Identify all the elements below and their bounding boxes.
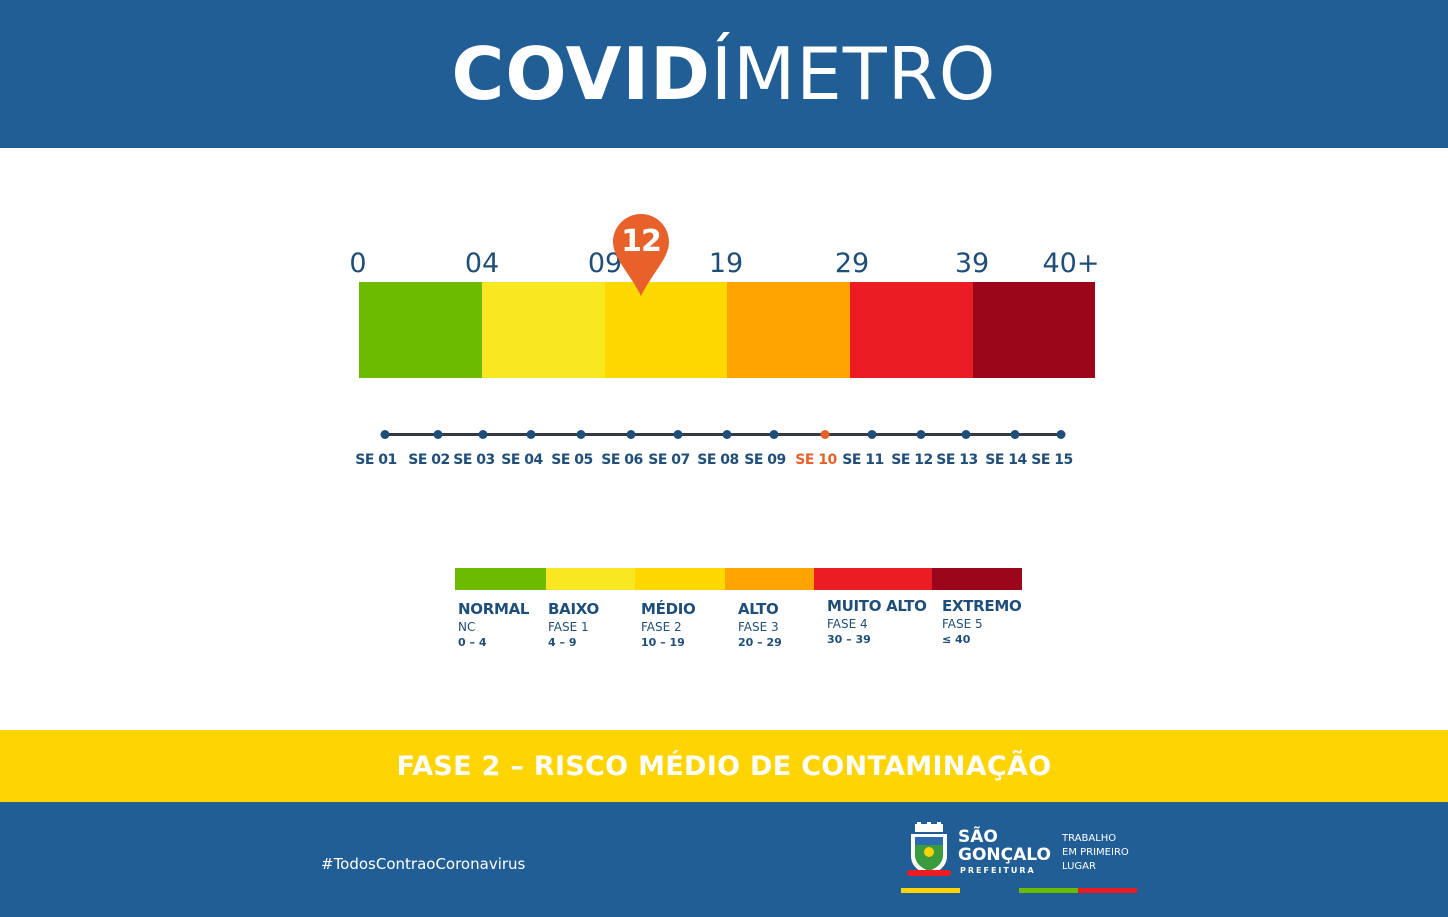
legend-item-phase: FASE 5 [942,617,983,631]
timeline-dot [673,430,683,439]
timeline-dot [626,430,636,439]
gauge-segment [482,282,605,378]
legend-swatch [814,568,932,590]
legend-item-name: EXTREMO [942,597,1022,615]
timeline-dot [478,430,488,439]
legend-swatch [725,568,814,590]
footer: #TodosContraoCoronavirus SÃO GONÇALO PRE… [0,802,1448,917]
legend-item: MÉDIO FASE 2 10 – 19 [641,600,696,649]
timeline-week-label: SE 11 [842,452,884,468]
legend-item: MUITO ALTO FASE 4 30 – 39 [827,597,927,646]
legend-item-phase: NC [458,620,476,634]
timeline-dot [526,430,536,439]
gauge-scale-label: 29 [834,248,870,279]
timeline-week-label: SE 02 [408,452,450,468]
timeline-week-label: SE 04 [501,452,543,468]
gauge-scale-label: 19 [708,248,744,279]
slogan: TRABALHO EM PRIMEIRO LUGAR [1062,832,1152,874]
legend-item: ALTO FASE 3 20 – 29 [738,600,782,649]
gauge-scale-label: 39 [954,248,990,279]
map-pin-icon [613,214,669,296]
title-bold-part: COVID [451,32,711,116]
timeline-dot [916,430,926,439]
legend-item-range: 10 – 19 [641,636,685,649]
current-value-marker: 12 [621,224,662,259]
hashtag-text: #TodosContraoCoronavirus [321,855,526,873]
legend-item: EXTREMO FASE 5 ≤ 40 [942,597,1022,646]
risk-gauge-bar [359,282,1095,378]
legend-item-range: 20 – 29 [738,636,782,649]
timeline-dot [769,430,779,439]
brand-stripe [960,888,1019,893]
gauge-segment [359,282,482,378]
legend-item-phase: FASE 3 [738,620,779,634]
timeline-dot [867,430,877,439]
legend-swatch [932,568,1022,590]
legend-swatch [455,568,546,590]
timeline-dot [1010,430,1020,439]
timeline-dot [433,430,443,439]
city-name: SÃO GONÇALO [958,828,1051,864]
gauge-scale-label: 0 [349,248,367,279]
legend-item-phase: FASE 2 [641,620,682,634]
timeline-dot [576,430,586,439]
timeline-dot [380,430,390,439]
legend-item-name: MÉDIO [641,600,696,618]
legend-item-name: NORMAL [458,600,530,618]
legend-swatch [546,568,635,590]
timeline-dot [961,430,971,439]
gauge-scale-label: 40+ [1042,248,1100,279]
gauge-segment [973,282,1095,378]
city-subtitle: PREFEITURA [960,866,1036,875]
legend-color-bar [455,568,1022,590]
page-title: COVIDÍMETRO [452,38,997,110]
timeline-week-label: SE 10 [795,452,837,468]
status-text: FASE 2 – RISCO MÉDIO DE CONTAMINAÇÃO [396,750,1052,782]
status-banner: FASE 2 – RISCO MÉDIO DE CONTAMINAÇÃO [0,730,1448,802]
title-light-part: ÍMETRO [710,32,997,116]
timeline-week-label: SE 09 [744,452,786,468]
slogan-line2: EM PRIMEIRO [1062,847,1129,858]
legend-item: NORMAL NC 0 – 4 [458,600,529,649]
gauge-segment [605,282,727,378]
legend-item-phase: FASE 1 [548,620,589,634]
slogan-line3: LUGAR [1062,861,1096,872]
legend-item-name: BAIXO [548,600,599,618]
legend-item-range: ≤ 40 [942,633,971,646]
legend-item-range: 0 – 4 [458,636,487,649]
timeline-week-label: SE 07 [648,452,690,468]
slogan-line1: TRABALHO [1062,833,1117,844]
gauge-segment [850,282,973,378]
timeline-week-label: SE 15 [1031,452,1073,468]
timeline-week-label: SE 06 [601,452,643,468]
legend-item-range: 4 – 9 [548,636,577,649]
legend-item: BAIXO FASE 1 4 – 9 [548,600,599,649]
timeline-week-label: SE 08 [697,452,739,468]
timeline-week-label: SE 13 [936,452,978,468]
legend-item-range: 30 – 39 [827,633,871,646]
timeline-week-label: SE 12 [891,452,933,468]
timeline-week-label: SE 05 [551,452,593,468]
legend-swatch [635,568,725,590]
gauge-segment [727,282,850,378]
timeline-week-label: SE 01 [355,452,397,468]
city-crest-icon [907,822,951,876]
timeline-week-label: SE 14 [985,452,1027,468]
brand-stripe [901,888,960,893]
legend-item-name: MUITO ALTO [827,597,927,615]
legend-item-phase: FASE 4 [827,617,868,631]
city-name-line2: GONÇALO [958,845,1051,865]
city-name-line1: SÃO [958,827,998,847]
timeline-dot [1056,430,1066,439]
legend-item-name: ALTO [738,600,779,618]
header-banner: COVIDÍMETRO [0,0,1448,148]
timeline-dot [820,430,830,439]
timeline-dot [722,430,732,439]
brand-stripe [1019,888,1078,893]
gauge-scale-label: 04 [464,248,500,279]
brand-stripes [901,888,1137,893]
brand-stripe [1078,888,1137,893]
timeline-week-label: SE 03 [453,452,495,468]
